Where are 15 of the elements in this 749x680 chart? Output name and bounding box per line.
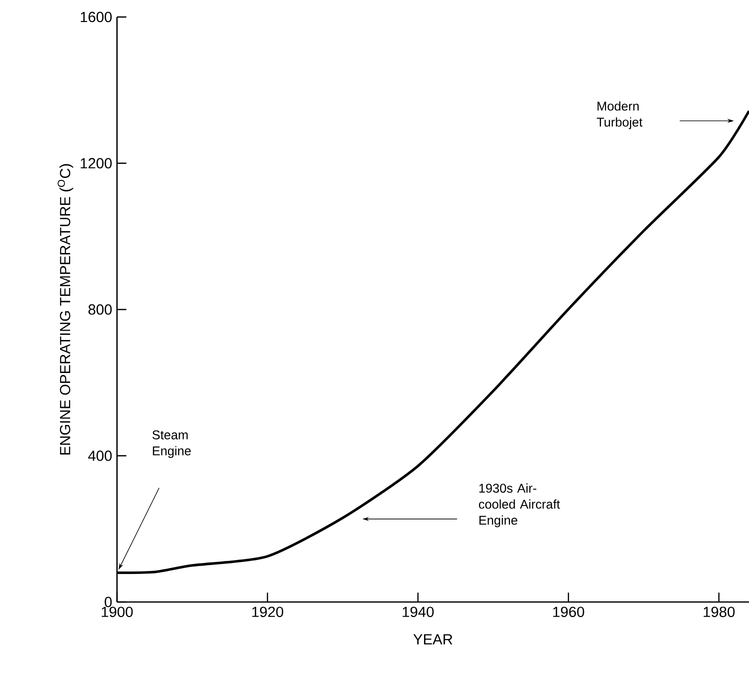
y-tick-label: 1200 — [80, 158, 112, 168]
y-tick-label: 0 — [104, 596, 112, 608]
y-tick-label: 800 — [88, 304, 112, 315]
annotation: 1930s Air-cooled Aircraft Engine — [478, 483, 560, 528]
y-tick-label: 1600 — [80, 12, 112, 22]
x-tick-label: 1920 — [252, 606, 284, 618]
x-axis-title: YEAR — [413, 634, 452, 644]
annotation: Steam Engine — [152, 430, 191, 458]
x-tick-label: 1980 — [704, 606, 735, 618]
x-tick-label: 1960 — [553, 606, 584, 618]
x-tick-label: 1940 — [402, 606, 434, 618]
y-tick-label: 400 — [88, 450, 112, 461]
annotation: Modern Turbojet — [596, 101, 642, 130]
y-axis-title: ENGINE OPERATING TEMPERATURE ($^{O}$C) — [58, 164, 74, 455]
x-tick-label: 1900 — [102, 606, 133, 618]
